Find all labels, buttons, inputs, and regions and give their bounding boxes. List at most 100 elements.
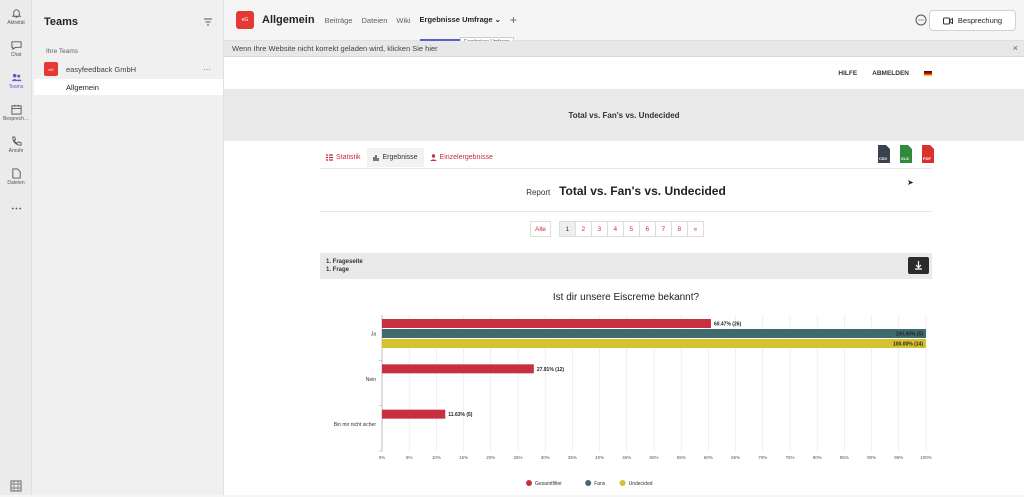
- tab-statistik[interactable]: Statistik: [320, 148, 367, 167]
- download-icon: [908, 257, 929, 274]
- rail-item[interactable]: Besprech…: [0, 98, 32, 128]
- rail-item-label: Anrufe: [9, 148, 24, 154]
- page-button[interactable]: 5: [623, 221, 640, 237]
- main-area: eG Allgemein Beiträge Dateien Wiki Ergeb…: [224, 0, 1024, 495]
- channel-title: Allgemein: [262, 14, 315, 26]
- teams-title: Teams: [44, 16, 78, 28]
- question-header: 1. Frageseite 1. Frage: [320, 253, 932, 279]
- x-tick-label: 100%: [920, 455, 932, 460]
- x-tick-label: 45%: [622, 455, 631, 460]
- x-tick-label: 15%: [459, 455, 468, 460]
- tab-ergebnisse-umfrage[interactable]: Ergebnisse Umfrage ⌄: [420, 0, 501, 41]
- tab-einzelergebnisse-label: Einzelergebnisse: [440, 154, 493, 161]
- bar: [382, 319, 711, 328]
- pagination: Alle 1 2 3 4 5 6 7 8 »: [531, 221, 704, 237]
- bar-value-label: 100.00% (5): [896, 332, 924, 338]
- tab-beitraege[interactable]: Beiträge: [325, 0, 353, 41]
- legend-label: Fans: [594, 481, 606, 487]
- channel-item-allgemein[interactable]: Allgemein: [34, 79, 223, 95]
- question-title: Ist dir unsere Eiscreme bekannt?: [320, 292, 932, 303]
- y-category-label: Bin mir nicht sicher: [334, 422, 377, 428]
- phone-icon: [11, 136, 22, 147]
- x-tick-label: 85%: [840, 455, 849, 460]
- tab-dateien[interactable]: Dateien: [362, 0, 388, 41]
- conversation-icon[interactable]: [915, 14, 927, 26]
- rail-item[interactable]: [0, 194, 32, 224]
- question-page: 1. Frageseite: [326, 258, 926, 266]
- bar-value-label: 27.91% (12): [537, 367, 565, 373]
- page-button[interactable]: 4: [607, 221, 624, 237]
- add-tab-button[interactable]: +: [510, 13, 517, 27]
- x-tick-label: 65%: [731, 455, 740, 460]
- channel-logo: eG: [236, 11, 254, 29]
- legend-marker: [620, 480, 626, 486]
- team-row[interactable]: eG easyfeedback GmbH ···: [32, 59, 223, 79]
- rail-item-label: Aktivität: [7, 20, 25, 26]
- export-buttons: CSV XLS PDF: [868, 145, 934, 163]
- x-tick-label: 20%: [486, 455, 495, 460]
- tab-ergebnisse[interactable]: Ergebnisse: [367, 148, 424, 167]
- pdf-export-icon[interactable]: PDF: [922, 145, 934, 163]
- y-category-label: Ja: [371, 332, 377, 338]
- rail-item[interactable]: Anrufe: [0, 130, 32, 160]
- calendar-icon: [11, 104, 22, 115]
- apps-icon[interactable]: [10, 479, 22, 491]
- bar: [382, 339, 926, 348]
- rail-item[interactable]: Aktivität: [0, 2, 32, 32]
- bar-chart-icon: [373, 154, 380, 161]
- x-tick-label: 60%: [704, 455, 713, 460]
- reload-notice[interactable]: Wenn Ihre Website nicht korrekt geladen …: [224, 41, 1024, 57]
- download-button[interactable]: [908, 257, 929, 274]
- bar: [382, 329, 926, 338]
- meeting-button[interactable]: Besprechung: [929, 10, 1016, 31]
- rail-item-label: Teams: [9, 84, 24, 90]
- bar-value-label: 100.00% (14): [893, 342, 923, 348]
- report-label: Report: [526, 188, 550, 197]
- tab-wiki[interactable]: Wiki: [396, 0, 410, 41]
- report-tabs: Statistik Ergebnisse Einzelergebnisse: [320, 146, 932, 169]
- next-page-button[interactable]: »: [687, 221, 704, 237]
- teams-icon: [11, 72, 22, 83]
- meeting-label: Besprechung: [958, 16, 1002, 25]
- rail-item[interactable]: Dateien: [0, 162, 32, 192]
- page-button[interactable]: 1: [559, 221, 576, 237]
- y-category-label: Nein: [366, 377, 377, 383]
- bar-value-label: 60.47% (26): [714, 322, 742, 328]
- page-button[interactable]: 8: [671, 221, 688, 237]
- x-tick-label: 80%: [813, 455, 822, 460]
- results-bar-chart: 0%5%10%15%20%25%30%35%40%45%50%55%60%65%…: [314, 311, 944, 491]
- site-nav: HILFE ABMELDEN: [224, 57, 1024, 89]
- xls-label: XLS: [901, 156, 909, 161]
- bar: [382, 364, 534, 373]
- notice-text[interactable]: Wenn Ihre Website nicht korrekt geladen …: [232, 44, 438, 53]
- german-flag-icon[interactable]: [924, 71, 932, 76]
- report-title: Report Total vs. Fan's vs. Undecided: [320, 182, 932, 212]
- bell-icon: [11, 8, 22, 19]
- filter-icon[interactable]: [203, 17, 213, 27]
- logout-link[interactable]: ABMELDEN: [872, 70, 909, 77]
- close-icon[interactable]: ×: [1013, 43, 1018, 53]
- rail-item[interactable]: Teams: [0, 66, 32, 96]
- tab-ergebnisse-label: Ergebnisse: [383, 154, 418, 161]
- file-icon: [11, 168, 22, 179]
- tab-einzelergebnisse[interactable]: Einzelergebnisse: [424, 148, 499, 167]
- survey-webpage: HILFE ABMELDEN Total vs. Fan's vs. Undec…: [224, 57, 1024, 495]
- page-all-button[interactable]: Alle: [530, 221, 551, 237]
- x-tick-label: 0%: [379, 455, 386, 460]
- page-button[interactable]: 2: [575, 221, 592, 237]
- page-button[interactable]: 7: [655, 221, 672, 237]
- x-tick-label: 25%: [513, 455, 522, 460]
- page-button[interactable]: 3: [591, 221, 608, 237]
- bar-value-label: 11.63% (5): [448, 412, 473, 418]
- page-button[interactable]: 6: [639, 221, 656, 237]
- help-link[interactable]: HILFE: [838, 70, 857, 77]
- rail-item[interactable]: Chat: [0, 34, 32, 64]
- x-tick-label: 30%: [541, 455, 550, 460]
- legend-marker: [526, 480, 532, 486]
- team-more-button[interactable]: ···: [203, 65, 211, 74]
- x-tick-label: 55%: [677, 455, 686, 460]
- xls-export-icon[interactable]: XLS: [900, 145, 912, 163]
- x-tick-label: 70%: [758, 455, 767, 460]
- team-name: easyfeedback GmbH: [66, 65, 203, 74]
- csv-export-icon[interactable]: CSV: [878, 145, 890, 163]
